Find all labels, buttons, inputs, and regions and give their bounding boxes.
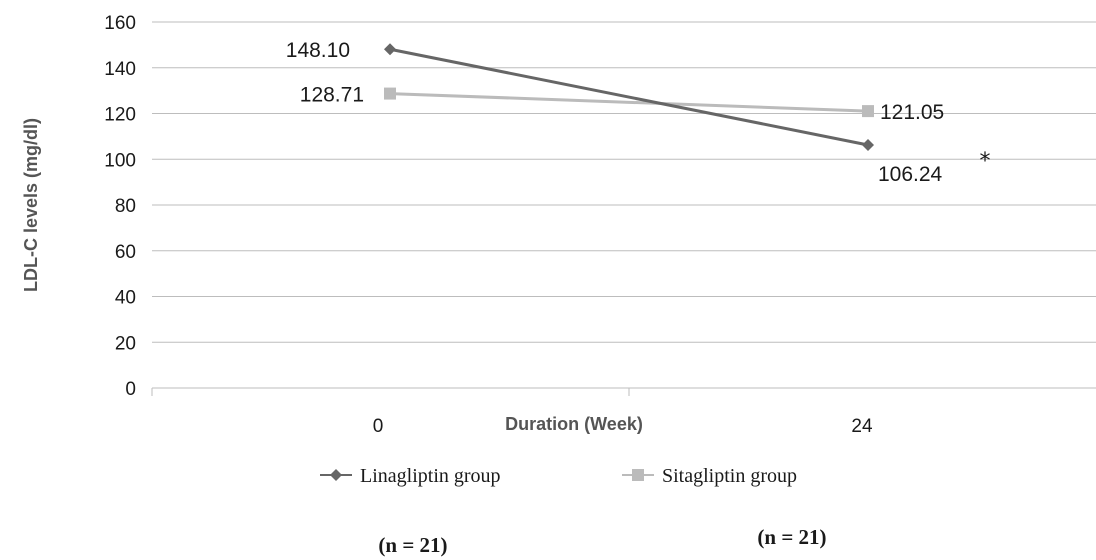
sample-size-left: (n = 21)	[378, 533, 447, 557]
legend-label-linagliptin: Linagliptin group	[360, 465, 501, 487]
marker-sitagliptin-24	[862, 105, 874, 118]
legend: Linagliptin group Sitagliptin group	[320, 465, 797, 487]
x-tick-label-24: 24	[851, 416, 873, 437]
x-axis-title: Duration (Week)	[505, 414, 643, 434]
legend-marker-diamond-icon	[330, 469, 342, 481]
y-tick-label-120: 120	[104, 105, 136, 126]
y-axis-tick-labels: 0 20 40 60 80 100 120 140 160	[104, 13, 136, 400]
sample-size-right: (n = 21)	[757, 525, 826, 549]
marker-linagliptin-24	[862, 138, 874, 151]
legend-label-sitagliptin: Sitagliptin group	[662, 465, 797, 487]
legend-item-sitagliptin: Sitagliptin group	[622, 465, 797, 487]
x-axis-tick-labels: 0 24	[373, 416, 873, 437]
y-tick-label-160: 160	[104, 13, 136, 34]
series-markers	[384, 43, 874, 151]
y-tick-label-40: 40	[115, 288, 136, 309]
data-labels: 148.10 106.24 128.71 121.05	[286, 39, 944, 186]
y-tick-label-20: 20	[115, 333, 136, 354]
series-line-linagliptin	[389, 47, 869, 147]
data-label-linagliptin-24: 106.24	[878, 163, 943, 186]
legend-item-linagliptin: Linagliptin group	[320, 465, 501, 487]
y-tick-label-60: 60	[115, 242, 136, 263]
x-axis-tick-marks	[151, 388, 630, 396]
marker-linagliptin-0	[384, 43, 396, 56]
gridlines	[152, 21, 1096, 343]
y-tick-label-140: 140	[104, 59, 136, 80]
legend-marker-square-icon	[632, 469, 644, 481]
y-tick-label-0: 0	[125, 379, 136, 400]
series-line-sitagliptin	[389, 92, 869, 113]
series-lines	[389, 47, 869, 147]
marker-sitagliptin-0	[384, 87, 396, 100]
data-label-sitagliptin-24: 121.05	[880, 101, 944, 124]
y-tick-label-80: 80	[115, 196, 136, 217]
significance-asterisk: *	[980, 149, 991, 174]
data-label-sitagliptin-0: 128.71	[300, 84, 364, 107]
y-axis-title: LDL-C levels (mg/dl)	[21, 118, 41, 292]
data-label-linagliptin-0: 148.10	[286, 39, 350, 62]
x-tick-label-0: 0	[373, 416, 384, 437]
y-tick-label-100: 100	[104, 150, 136, 171]
